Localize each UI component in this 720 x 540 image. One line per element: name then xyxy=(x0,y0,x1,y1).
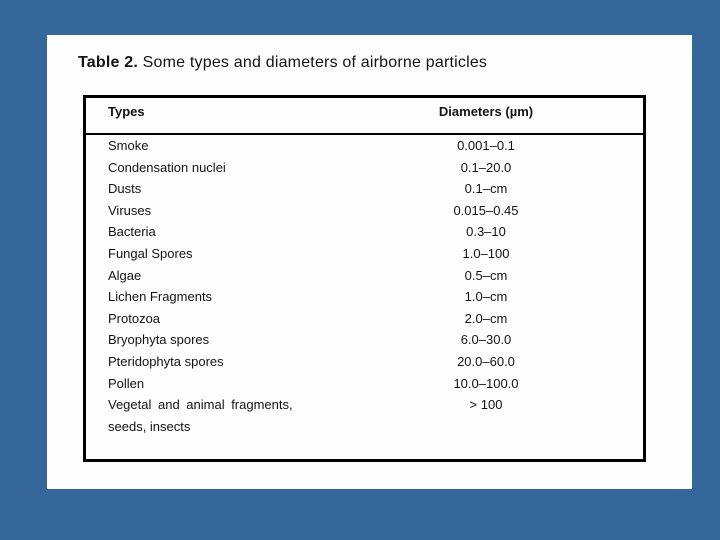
table-body: Smoke 0.001–0.1 Condensation nuclei 0.1–… xyxy=(86,135,643,437)
cell-diameter: 0.001–0.1 xyxy=(457,138,515,153)
table-row: Pteridophyta spores 20.0–60.0 xyxy=(86,351,643,373)
table-header-row: Types Diameters (µm) xyxy=(86,98,643,135)
cell-type: Bryophyta spores xyxy=(108,332,210,348)
cell-diameter: 1.0–cm xyxy=(464,289,508,305)
content-card: Table 2. Some types and diameters of air… xyxy=(47,35,692,489)
table-row: Vegetal and animal fragments, > 100 xyxy=(86,394,643,416)
cell-diameter: > 100 xyxy=(469,397,503,413)
particles-table: Types Diameters (µm) Smoke 0.001–0.1 Con… xyxy=(83,95,646,462)
table-row: Bacteria 0.3–10 xyxy=(86,221,643,243)
cell-diameter: 0.1–20.0 xyxy=(460,159,512,175)
table-row: Dusts 0.1–cm xyxy=(86,178,643,200)
cell-diameter: 0.3–10 xyxy=(466,224,506,240)
cell-diameter: 1.0–100 xyxy=(462,245,510,261)
cell-type: Smoke xyxy=(108,138,149,153)
cell-diameter: 10.0–100.0 xyxy=(453,375,519,391)
column-header-types: Types xyxy=(108,104,145,119)
cell-diameter: 0.5–cm xyxy=(464,267,508,283)
cell-type: Fungal Spores xyxy=(108,245,193,261)
cell-type: Condensation nuclei xyxy=(108,159,226,175)
table-row: Protozoa 2.0–cm xyxy=(86,308,643,330)
cell-type: Bacteria xyxy=(108,224,156,240)
cell-type-line2: seeds, insects xyxy=(108,418,191,434)
cell-diameter: 6.0–30.0 xyxy=(460,332,512,348)
table-row: Pollen 10.0–100.0 xyxy=(86,373,643,395)
cell-type: Pteridophyta spores xyxy=(108,353,224,369)
cell-diameter: 2.0–cm xyxy=(464,310,508,326)
cell-type: Algae xyxy=(108,267,142,283)
cell-type: Lichen Fragments xyxy=(108,289,213,305)
table-caption-text: Some types and diameters of airborne par… xyxy=(138,54,488,71)
cell-type: Dusts xyxy=(108,181,142,197)
cell-type: Protozoa xyxy=(108,310,161,326)
table-row: Bryophyta spores 6.0–30.0 xyxy=(86,329,643,351)
cell-diameter: 20.0–60.0 xyxy=(457,353,515,369)
cell-diameter: 0.1–cm xyxy=(464,181,508,197)
table-caption-number: Table 2. xyxy=(78,54,138,71)
cell-diameter: 0.015–0.45 xyxy=(453,202,519,218)
cell-type: Pollen xyxy=(108,375,145,391)
table-row: Fungal Spores 1.0–100 xyxy=(86,243,643,265)
table-caption: Table 2. Some types and diameters of air… xyxy=(78,54,487,71)
table-row: Lichen Fragments 1.0–cm xyxy=(86,286,643,308)
table-row: Algae 0.5–cm xyxy=(86,265,643,287)
table-row-continuation: seeds, insects xyxy=(86,416,643,438)
table-row: Condensation nuclei 0.1–20.0 xyxy=(86,157,643,179)
cell-type: Viruses xyxy=(108,202,152,218)
column-header-diameters: Diameters (µm) xyxy=(438,104,534,119)
table-row: Smoke 0.001–0.1 xyxy=(86,135,643,157)
table-row: Viruses 0.015–0.45 xyxy=(86,200,643,222)
cell-type: Vegetal and animal fragments, xyxy=(108,397,293,413)
